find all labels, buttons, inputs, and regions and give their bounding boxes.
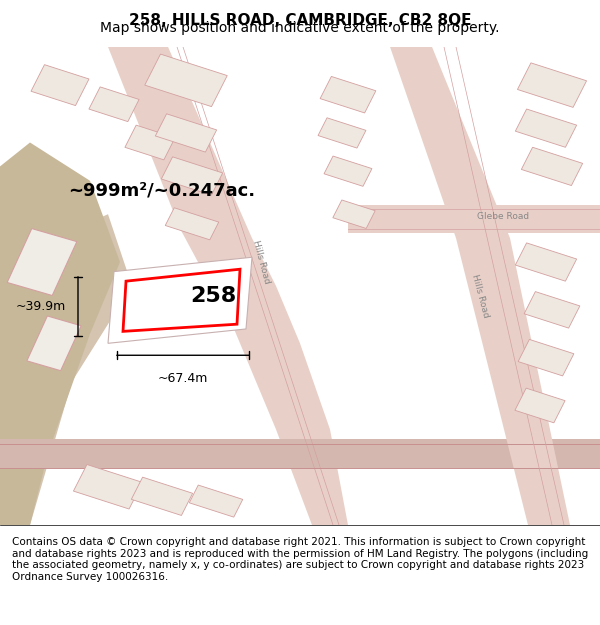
Polygon shape (108, 258, 252, 343)
Text: Contains OS data © Crown copyright and database right 2021. This information is : Contains OS data © Crown copyright and d… (12, 537, 588, 582)
Polygon shape (161, 157, 223, 195)
Polygon shape (31, 64, 89, 106)
Polygon shape (518, 339, 574, 376)
Polygon shape (318, 118, 366, 148)
Text: Hills Road: Hills Road (470, 272, 490, 318)
Polygon shape (73, 464, 143, 509)
Polygon shape (0, 439, 600, 468)
Text: Hills Road: Hills Road (251, 239, 271, 285)
Text: Map shows position and indicative extent of the property.: Map shows position and indicative extent… (100, 21, 500, 35)
Polygon shape (189, 485, 243, 517)
Text: Glebe Road: Glebe Road (477, 212, 529, 221)
Polygon shape (320, 76, 376, 113)
Polygon shape (89, 87, 139, 122)
Polygon shape (165, 208, 219, 240)
Polygon shape (524, 292, 580, 328)
Polygon shape (515, 109, 577, 148)
Polygon shape (348, 204, 600, 233)
Polygon shape (155, 114, 217, 152)
Polygon shape (517, 63, 587, 108)
Text: ~39.9m: ~39.9m (16, 300, 66, 312)
Polygon shape (515, 388, 565, 423)
Polygon shape (7, 229, 77, 296)
Text: ~67.4m: ~67.4m (158, 372, 208, 385)
Polygon shape (27, 316, 81, 371)
Text: 258: 258 (190, 286, 236, 306)
Polygon shape (324, 156, 372, 186)
Polygon shape (131, 477, 193, 516)
Polygon shape (521, 148, 583, 186)
Polygon shape (390, 47, 570, 525)
Polygon shape (515, 243, 577, 281)
Polygon shape (125, 125, 175, 160)
Polygon shape (0, 142, 120, 525)
Polygon shape (0, 214, 132, 525)
Text: ~999m²/~0.247ac.: ~999m²/~0.247ac. (68, 181, 256, 199)
Text: 258, HILLS ROAD, CAMBRIDGE, CB2 8QE: 258, HILLS ROAD, CAMBRIDGE, CB2 8QE (129, 13, 471, 28)
Polygon shape (145, 54, 227, 107)
Polygon shape (108, 47, 348, 525)
Polygon shape (333, 200, 375, 229)
